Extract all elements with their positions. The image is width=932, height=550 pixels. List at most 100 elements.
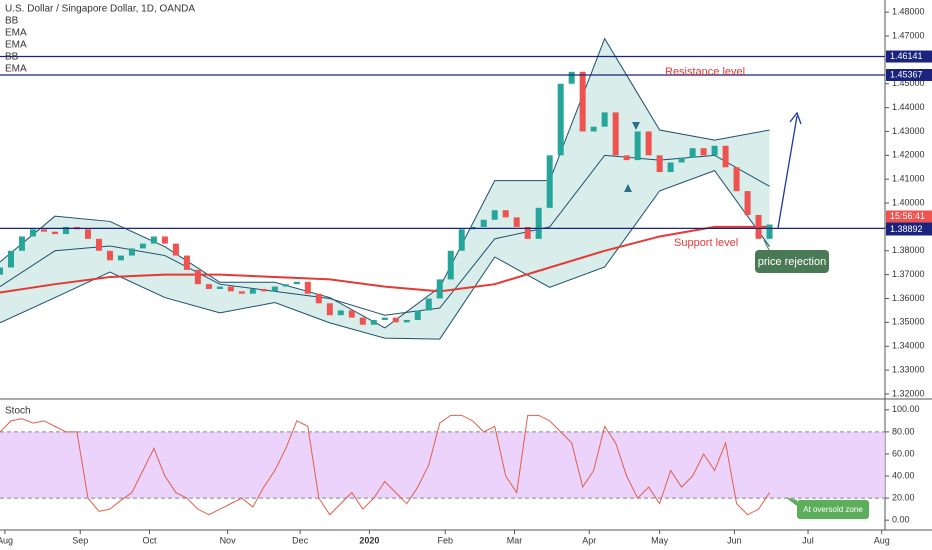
x-tick-label: 2020 <box>359 535 379 545</box>
candle <box>150 236 157 244</box>
x-tick-label: Jun <box>727 535 742 545</box>
candle <box>40 229 47 232</box>
y-tick-label: 1.42000 <box>892 150 925 160</box>
candle <box>348 310 355 318</box>
band-fill <box>0 38 770 340</box>
legend-item: BB <box>5 52 19 63</box>
candle <box>359 317 366 325</box>
countdown-label: 15:56:41 <box>890 211 925 221</box>
candle <box>249 288 256 294</box>
candle <box>106 250 113 261</box>
candle <box>733 167 740 192</box>
candle <box>601 112 608 127</box>
y-tick-label: 1.34000 <box>892 341 925 351</box>
band-fill <box>0 431 885 499</box>
panel-title: Stoch <box>5 406 31 417</box>
candle <box>0 267 3 275</box>
candle <box>546 155 553 208</box>
y-tick-label: 1.43000 <box>892 126 925 136</box>
y-tick-label: 1.40000 <box>892 197 925 207</box>
marker-arrow <box>624 184 632 192</box>
x-tick-label: Apr <box>582 535 596 545</box>
candle <box>744 191 751 215</box>
candle <box>502 210 509 218</box>
candle <box>678 157 685 163</box>
candle <box>524 226 531 239</box>
candle <box>62 226 69 235</box>
x-tick-label: Mar <box>507 535 523 545</box>
y-tick-label: 1.47000 <box>892 30 925 40</box>
x-tick-label: Feb <box>437 535 453 545</box>
candle <box>480 219 487 227</box>
candle <box>95 238 102 251</box>
candle <box>458 229 465 251</box>
x-tick-label: Nov <box>220 535 237 545</box>
candle <box>568 71 575 84</box>
chart-title: U.S. Dollar / Singapore Dollar, 1D, OAND… <box>5 4 195 15</box>
price-tag-label: 1.38892 <box>890 224 923 234</box>
candle <box>172 243 179 256</box>
candle <box>183 255 190 270</box>
candle <box>51 231 58 235</box>
x-tick-label: Aug <box>0 535 13 545</box>
candle <box>7 250 14 268</box>
candle <box>205 284 212 289</box>
candle <box>117 255 124 261</box>
price-tag <box>886 68 932 81</box>
candle <box>755 214 762 239</box>
y-tick-label: 1.33000 <box>892 364 925 374</box>
indicator-line <box>0 225 770 294</box>
candle <box>711 145 718 156</box>
candle <box>557 83 564 156</box>
callout-box <box>755 250 829 273</box>
candle <box>139 243 146 249</box>
candle <box>370 319 377 325</box>
candle <box>700 148 707 156</box>
legend-item: EMA <box>5 40 27 51</box>
candle <box>414 310 421 320</box>
candle <box>766 224 773 239</box>
candle <box>315 293 322 304</box>
countdown-tag <box>886 210 932 223</box>
annotation: price rejection <box>758 256 826 268</box>
candle <box>623 155 630 161</box>
candle <box>513 217 520 227</box>
candle <box>282 284 289 287</box>
candle <box>612 112 619 156</box>
candle <box>271 286 278 292</box>
candle <box>722 145 729 168</box>
candle <box>689 148 696 158</box>
candle <box>304 281 311 294</box>
annotation: Support level <box>674 237 738 249</box>
candle <box>535 207 542 239</box>
annotation: At oversold zone <box>803 505 863 514</box>
candle <box>337 310 344 316</box>
candle <box>194 269 201 285</box>
candle <box>491 210 498 220</box>
y-tick-label: 40.00 <box>892 470 915 480</box>
y-tick-label: 0.00 <box>892 515 910 525</box>
price-tag-label: 1.45367 <box>890 69 923 79</box>
y-tick-label: 1.44000 <box>892 102 925 112</box>
stoch-line <box>0 414 770 516</box>
candle <box>403 319 410 323</box>
x-tick-label: Jul <box>802 535 814 545</box>
y-tick-label: 1.45000 <box>892 78 925 88</box>
x-tick-label: Oct <box>143 535 158 545</box>
candle <box>18 236 25 251</box>
candle <box>227 286 234 292</box>
indicator-line <box>0 154 770 316</box>
arrow-head <box>789 111 802 125</box>
candle <box>161 236 168 244</box>
legend-item: EMA <box>5 64 27 75</box>
candle <box>84 229 91 239</box>
candle <box>29 229 36 237</box>
marker-arrow <box>632 122 640 130</box>
y-tick-label: 1.35000 <box>892 317 925 327</box>
y-tick-label: 1.48000 <box>892 7 925 17</box>
candle <box>238 291 245 294</box>
indicator-line <box>0 37 770 329</box>
price-tag-label: 1.46141 <box>890 51 923 61</box>
candle <box>216 286 223 289</box>
